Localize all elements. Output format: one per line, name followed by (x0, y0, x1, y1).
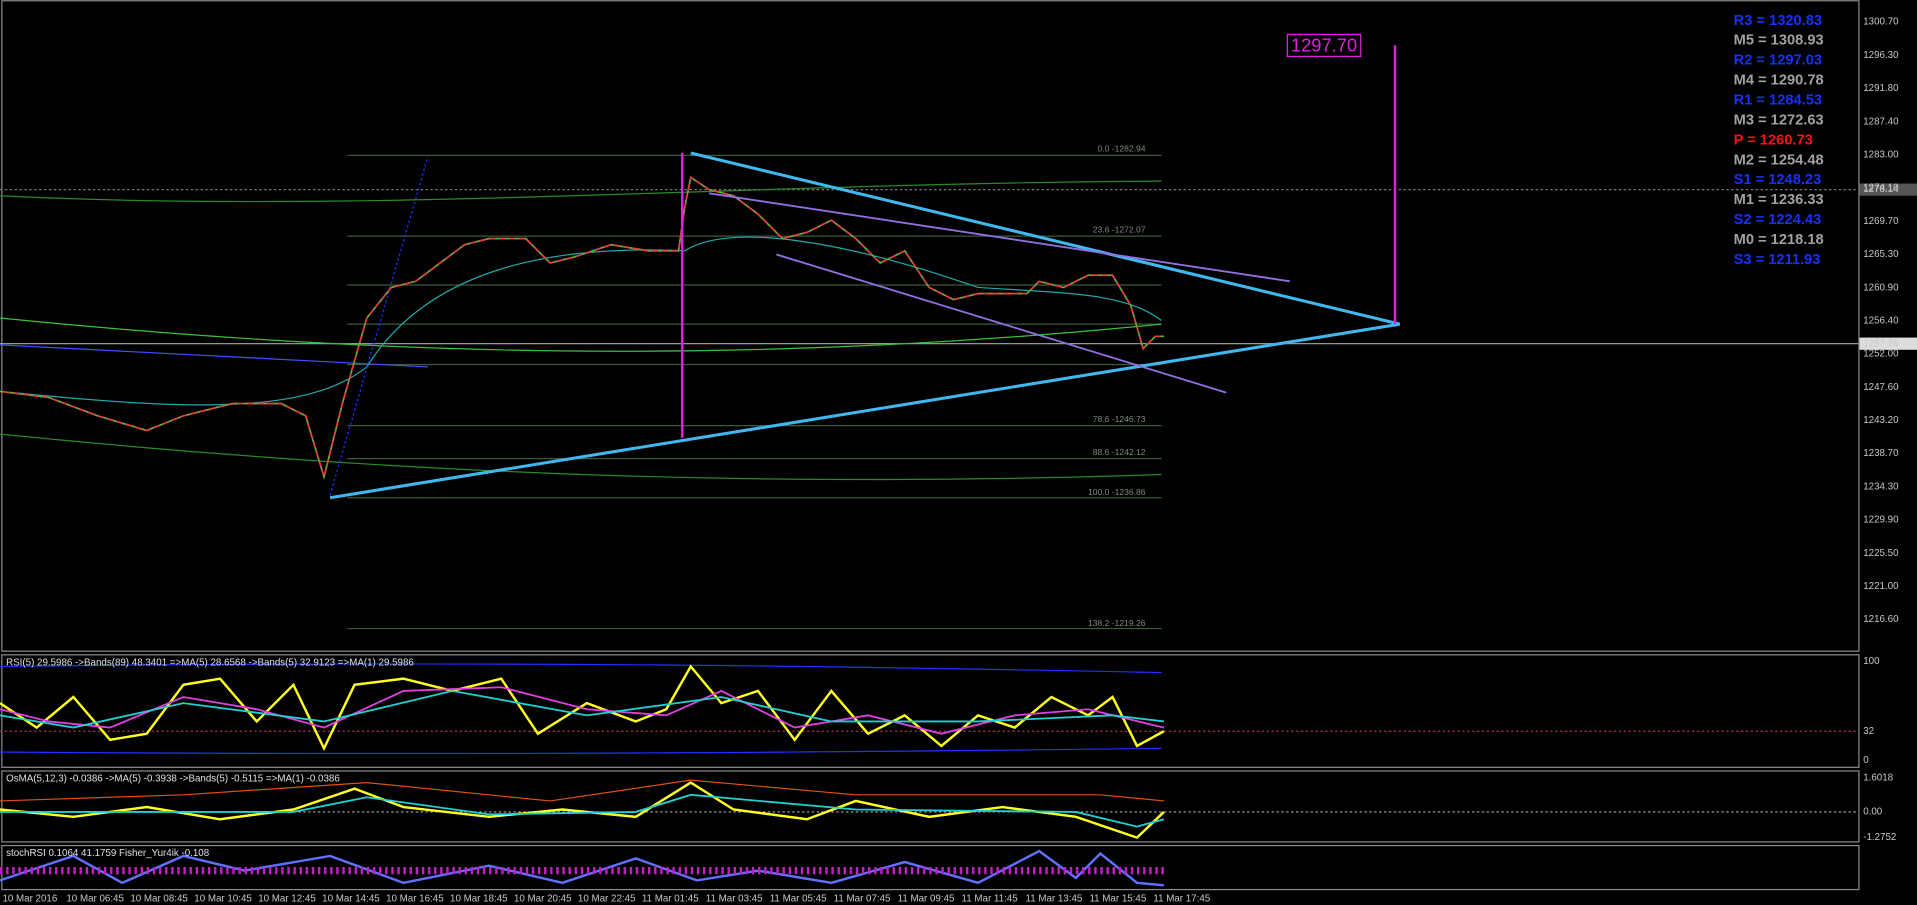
pivot-level: S3 = 1211.93 (1734, 252, 1821, 268)
target-label: 1297.70 (1291, 34, 1357, 55)
rsi-label: RSI(5) 29.5986 ->Bands(89) 48.3401 =>MA(… (6, 657, 414, 668)
osma-axis-label: 0.00 (1863, 807, 1883, 818)
time-label: 10 Mar 18:45 (450, 893, 508, 904)
time-label: 11 Mar 11:45 (962, 893, 1019, 904)
pivot-level: R2 = 1297.03 (1734, 53, 1822, 69)
ma-mid (0, 317, 1162, 352)
target-box (1286, 33, 1362, 57)
price-label: 1287.40 (1863, 116, 1899, 127)
fib-label: 0.0 -1282.94 (1098, 144, 1146, 154)
price-label: 1260.90 (1863, 282, 1899, 293)
rsi-panel (1, 654, 1860, 768)
pivot-level: S2 = 1224.43 (1734, 212, 1822, 228)
pivot-level: P = 1260.73 (1734, 132, 1813, 148)
bid-marker (1859, 183, 1917, 196)
price-label: 1269.70 (1863, 216, 1899, 227)
time-label: 11 Mar 05:45 (770, 893, 827, 904)
time-label: 11 Mar 17:45 (1153, 893, 1210, 904)
time-label: 11 Mar 03:45 (706, 893, 763, 904)
pivot-level: M5 = 1308.93 (1734, 33, 1824, 49)
ma-fast (0, 236, 1162, 406)
price-label: 1291.80 (1863, 83, 1899, 94)
pivot-level: M4 = 1290.78 (1734, 73, 1824, 89)
price-label: 1216.60 (1863, 614, 1899, 625)
fib-label: 23.6 -1272.07 (1093, 224, 1146, 234)
pivot-level: M1 = 1236.33 (1734, 192, 1824, 208)
price-label: 1247.60 (1863, 382, 1899, 393)
osma-panel (1, 770, 1860, 843)
time-label: 11 Mar 07:45 (834, 893, 891, 904)
price-label: 1274.10 (1863, 183, 1899, 194)
time-label: 11 Mar 09:45 (898, 893, 955, 904)
rsi (0, 663, 1859, 755)
osma-axis-label: 1.6018 (1863, 772, 1893, 783)
osma-label: OsMA(5,12,3) -0.0386 ->MA(5) -0.3938 ->B… (6, 774, 340, 785)
time-label: 10 Mar 12:45 (258, 893, 316, 904)
rsi-axis-label: 100 (1863, 656, 1880, 667)
channel (708, 192, 1290, 394)
fib-label: 138.2 -1219.26 (1088, 618, 1146, 628)
fib-label: 78.6 -1246.73 (1093, 414, 1146, 424)
price-lines (0, 45, 1859, 630)
time-label: 10 Mar 20:45 (514, 893, 572, 904)
fib-label: 88.6 -1242.12 (1093, 447, 1146, 457)
measure-lines (680, 45, 1397, 438)
osma (0, 779, 1859, 840)
price-marker (1859, 337, 1917, 350)
time-label: 10 Mar 22:45 (578, 893, 636, 904)
rsi-axis-label: 0 (1863, 755, 1869, 766)
ma-slow (0, 180, 1162, 203)
price-label: 1265.30 (1863, 249, 1899, 260)
price-label: 1256.40 (1863, 315, 1899, 326)
price-label: 1238.70 (1863, 448, 1899, 459)
price-label: 1300.70 (1863, 17, 1899, 28)
price-label: 1257.76 (1863, 338, 1898, 349)
fib-levels (347, 154, 1162, 630)
price-label: 1283.00 (1863, 150, 1899, 161)
pivot-level: R1 = 1284.53 (1734, 93, 1822, 109)
pivot-level: S1 = 1248.23 (1734, 172, 1822, 188)
time-label: 11 Mar 01:45 (642, 893, 699, 904)
pivot-level: M0 = 1218.18 (1734, 232, 1824, 248)
main-panel (1, 0, 1860, 652)
price-label: 1225.50 (1863, 548, 1899, 559)
fib-label: 100.0 -1236.86 (1088, 487, 1146, 497)
rsi-axis-label: 32 (1863, 726, 1874, 737)
price-label: 1229.90 (1863, 515, 1899, 526)
blue-line (0, 344, 428, 368)
time-label: 10 Mar 06:45 (66, 893, 124, 904)
price-label: 1221.00 (1863, 581, 1899, 592)
pivot-level: R3 = 1320.83 (1734, 13, 1822, 29)
time-label: 11 Mar 13:45 (1025, 893, 1082, 904)
price-label: 1278.14 (1863, 184, 1899, 195)
fan-line (329, 156, 429, 496)
time-label: 10 Mar 10:45 (194, 893, 252, 904)
time-label: 10 Mar 14:45 (322, 893, 380, 904)
price-label: 1243.20 (1863, 415, 1899, 426)
price-up (0, 176, 1164, 480)
time-label: 10 Mar 16:45 (386, 893, 444, 904)
texts: 1300.70 1296.30 1291.80 1287.40 1283.00 1278.… (2, 13, 1899, 905)
pivot-level: M3 = 1272.63 (1734, 112, 1824, 128)
pivot-level: M2 = 1254.48 (1734, 152, 1824, 168)
price-label: 1252.00 (1863, 349, 1899, 360)
time-label: 11 Mar 15:45 (1089, 893, 1146, 904)
triangle (329, 151, 1401, 500)
osma-axis-label: -1.2752 (1863, 832, 1896, 843)
time-label: 10 Mar 08:45 (130, 893, 188, 904)
time-label: 10 Mar 2016 (2, 893, 57, 904)
ma-low (0, 433, 1162, 481)
price-label: 1296.30 (1863, 50, 1899, 61)
stoch (0, 849, 1165, 887)
price-label: 1234.30 (1863, 481, 1899, 492)
stoch-label: stochRSI 0.1064 41.1759 Fisher_Yur4ik -0… (6, 848, 209, 859)
